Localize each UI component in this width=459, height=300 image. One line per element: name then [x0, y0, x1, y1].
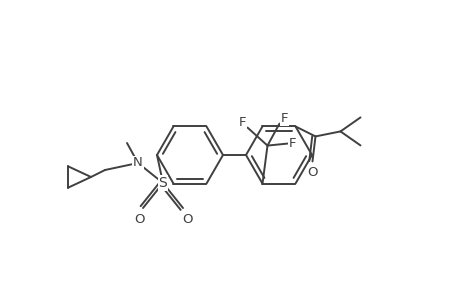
Text: O: O — [307, 166, 317, 179]
Text: F: F — [280, 112, 288, 125]
Text: O: O — [182, 214, 193, 226]
Text: S: S — [158, 176, 167, 190]
Text: F: F — [288, 137, 296, 150]
Text: O: O — [134, 214, 145, 226]
Text: F: F — [238, 116, 246, 129]
Text: N: N — [133, 157, 143, 169]
